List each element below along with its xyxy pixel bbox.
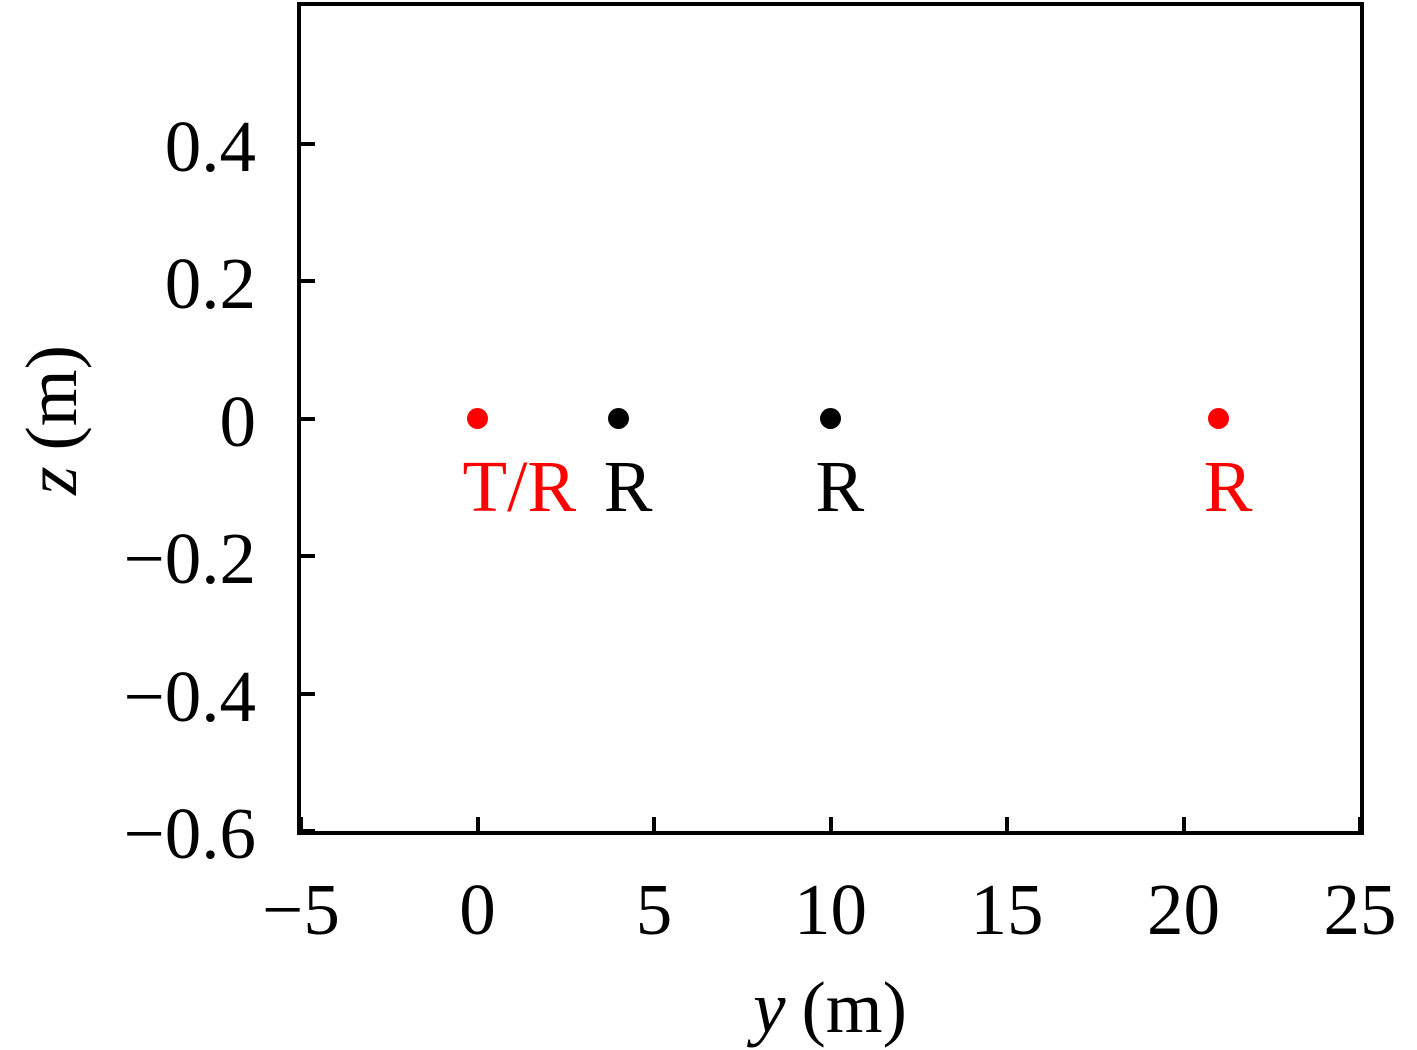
x-tick-label: −5 — [262, 869, 340, 950]
y-tick-label: 0 — [219, 380, 257, 462]
y-tick-mark — [301, 141, 315, 146]
data-point — [608, 408, 630, 429]
y-tick-label: 0.2 — [164, 243, 256, 324]
y-tick-label: −0.2 — [123, 518, 256, 599]
data-point — [820, 408, 841, 429]
data-point-label: T/R — [462, 446, 577, 527]
x-tick-label: 5 — [635, 869, 673, 950]
x-tick-mark — [475, 817, 480, 831]
x-axis-variable: y — [753, 967, 786, 1048]
data-point — [1208, 408, 1230, 429]
y-tick-label: −0.6 — [123, 793, 256, 874]
x-tick-label: 15 — [970, 869, 1044, 950]
x-axis-title: y (m) — [630, 967, 1030, 1048]
y-tick-mark — [301, 279, 315, 283]
x-tick-label: 10 — [794, 869, 867, 950]
y-tick-label: −0.4 — [123, 655, 256, 737]
x-tick-mark — [299, 817, 303, 831]
x-tick-label: 0 — [459, 869, 496, 950]
x-tick-label: 20 — [1147, 869, 1220, 950]
x-tick-mark — [1005, 817, 1009, 831]
y-tick-mark — [301, 554, 315, 558]
x-tick-mark — [828, 817, 833, 831]
plot-frame: T/R R R R — [297, 2, 1364, 835]
x-tick-mark — [652, 817, 656, 831]
x-tick-mark — [1358, 817, 1362, 831]
y-tick-mark — [301, 829, 315, 833]
y-tick-mark — [301, 691, 315, 696]
y-tick-mark — [301, 416, 315, 421]
y-tick-label: 0.4 — [164, 105, 256, 187]
data-point-label: R — [815, 446, 865, 527]
x-tick-label: 25 — [1323, 869, 1397, 950]
data-point — [467, 408, 488, 429]
x-axis-unit: (m) — [801, 967, 907, 1048]
data-point-label: R — [603, 446, 653, 527]
x-tick-mark — [1181, 817, 1186, 831]
y-axis-variable: z — [11, 466, 92, 495]
data-point-label: R — [1203, 446, 1253, 527]
